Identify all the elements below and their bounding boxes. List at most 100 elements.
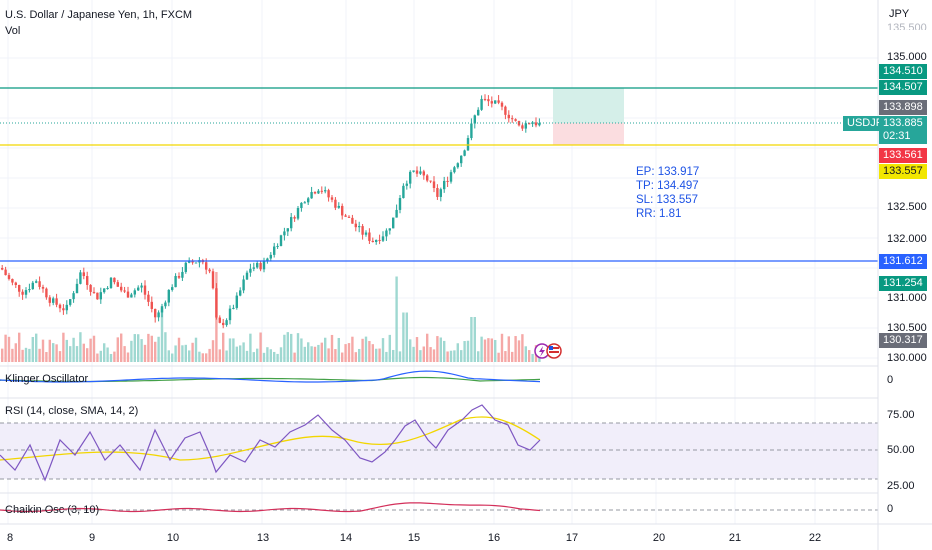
price-tag-sl: 133.557 bbox=[879, 164, 927, 179]
volume-bar bbox=[177, 337, 181, 362]
candle bbox=[456, 162, 459, 169]
candle bbox=[62, 304, 65, 315]
volume-bar bbox=[415, 337, 419, 362]
candle bbox=[405, 180, 408, 190]
volume-bar bbox=[276, 353, 279, 362]
candle bbox=[337, 202, 340, 209]
volume-bar bbox=[109, 353, 113, 362]
candle bbox=[45, 287, 48, 300]
rsi-line bbox=[0, 404, 541, 482]
candle bbox=[232, 304, 235, 310]
volume-bar bbox=[473, 317, 476, 362]
price-tag-support: 131.612 bbox=[879, 254, 927, 269]
volume-bar bbox=[405, 312, 408, 362]
volume-bar bbox=[283, 334, 286, 362]
candle bbox=[524, 120, 527, 133]
candle bbox=[480, 95, 483, 111]
rsi-band bbox=[0, 423, 878, 479]
candle bbox=[160, 303, 164, 318]
volume-bar bbox=[463, 341, 466, 362]
candle bbox=[147, 290, 150, 307]
tp-zone bbox=[553, 88, 624, 123]
price-tick: 132.000 bbox=[887, 233, 927, 245]
volume-bar bbox=[150, 335, 153, 362]
candle bbox=[388, 228, 391, 235]
volume-bar bbox=[504, 351, 507, 362]
candle bbox=[11, 278, 14, 286]
candle bbox=[171, 284, 174, 292]
volume-bar bbox=[133, 334, 136, 362]
volume-bar bbox=[75, 346, 79, 362]
volume-bar bbox=[208, 348, 211, 362]
volume-bar bbox=[154, 341, 157, 362]
volume-bar bbox=[239, 345, 242, 362]
volume-bar bbox=[262, 352, 266, 362]
volume-bar bbox=[41, 339, 45, 362]
candle bbox=[460, 155, 463, 167]
volume-bar bbox=[140, 339, 143, 362]
rsi-label: RSI (14, close, SMA, 14, 2) bbox=[5, 405, 139, 417]
volume-bar bbox=[198, 351, 201, 362]
candle bbox=[296, 206, 300, 221]
candle bbox=[419, 166, 422, 175]
volume-bar bbox=[137, 334, 140, 362]
volume-bar bbox=[347, 343, 351, 362]
candle bbox=[446, 176, 449, 187]
candle bbox=[327, 188, 330, 202]
candle bbox=[320, 186, 323, 194]
trade-ep: EP: 133.917 bbox=[636, 166, 700, 178]
candle bbox=[177, 272, 181, 279]
time-axis-label: 9 bbox=[89, 532, 95, 544]
candle bbox=[497, 95, 500, 105]
candle bbox=[116, 279, 119, 287]
price-tag-low-gray: 130.317 bbox=[879, 333, 927, 348]
candle bbox=[538, 118, 541, 127]
candle bbox=[35, 279, 38, 284]
candle bbox=[259, 261, 262, 272]
candle bbox=[150, 296, 153, 313]
volume-bar bbox=[290, 333, 293, 362]
candle bbox=[103, 288, 106, 294]
volume-bar bbox=[86, 348, 89, 362]
volume-bar bbox=[490, 338, 493, 362]
candle bbox=[174, 273, 177, 288]
candle bbox=[398, 194, 402, 214]
volume-bar bbox=[412, 346, 415, 362]
candle bbox=[354, 219, 357, 232]
volume-bar bbox=[480, 336, 483, 362]
volume-bar bbox=[157, 336, 160, 362]
volume-bar bbox=[344, 344, 347, 362]
candle bbox=[262, 257, 266, 273]
candle bbox=[293, 215, 296, 222]
price-tag-last: 133.898 bbox=[879, 100, 927, 115]
chaikin-tick: 0 bbox=[887, 503, 894, 515]
price-tag-tp-line: 134.507 bbox=[879, 80, 927, 95]
volume-bar bbox=[14, 343, 17, 362]
candle bbox=[381, 231, 385, 243]
volume-bar bbox=[211, 340, 215, 362]
candle bbox=[286, 228, 289, 236]
volume-bar bbox=[477, 351, 480, 362]
volume-bar bbox=[521, 334, 524, 362]
candle bbox=[290, 213, 293, 232]
volume-bar bbox=[470, 317, 473, 362]
volume-bar bbox=[364, 336, 368, 362]
candle bbox=[276, 243, 279, 249]
candle bbox=[181, 267, 184, 281]
volume-bar bbox=[96, 353, 99, 362]
price-tick: 130.500 bbox=[887, 322, 927, 334]
volume-bar bbox=[330, 334, 334, 362]
volume-bar bbox=[436, 336, 439, 362]
candle bbox=[273, 242, 276, 258]
candle bbox=[86, 271, 89, 290]
candle bbox=[256, 261, 259, 269]
candle bbox=[126, 286, 130, 298]
rsi-ma-line bbox=[0, 416, 541, 461]
volume-bar bbox=[235, 346, 238, 362]
volume-bar bbox=[531, 353, 534, 362]
time-axis-label: 13 bbox=[257, 532, 269, 544]
trade-rr: RR: 1.81 bbox=[636, 208, 682, 220]
candle bbox=[7, 272, 11, 281]
volume-bar bbox=[116, 337, 119, 362]
